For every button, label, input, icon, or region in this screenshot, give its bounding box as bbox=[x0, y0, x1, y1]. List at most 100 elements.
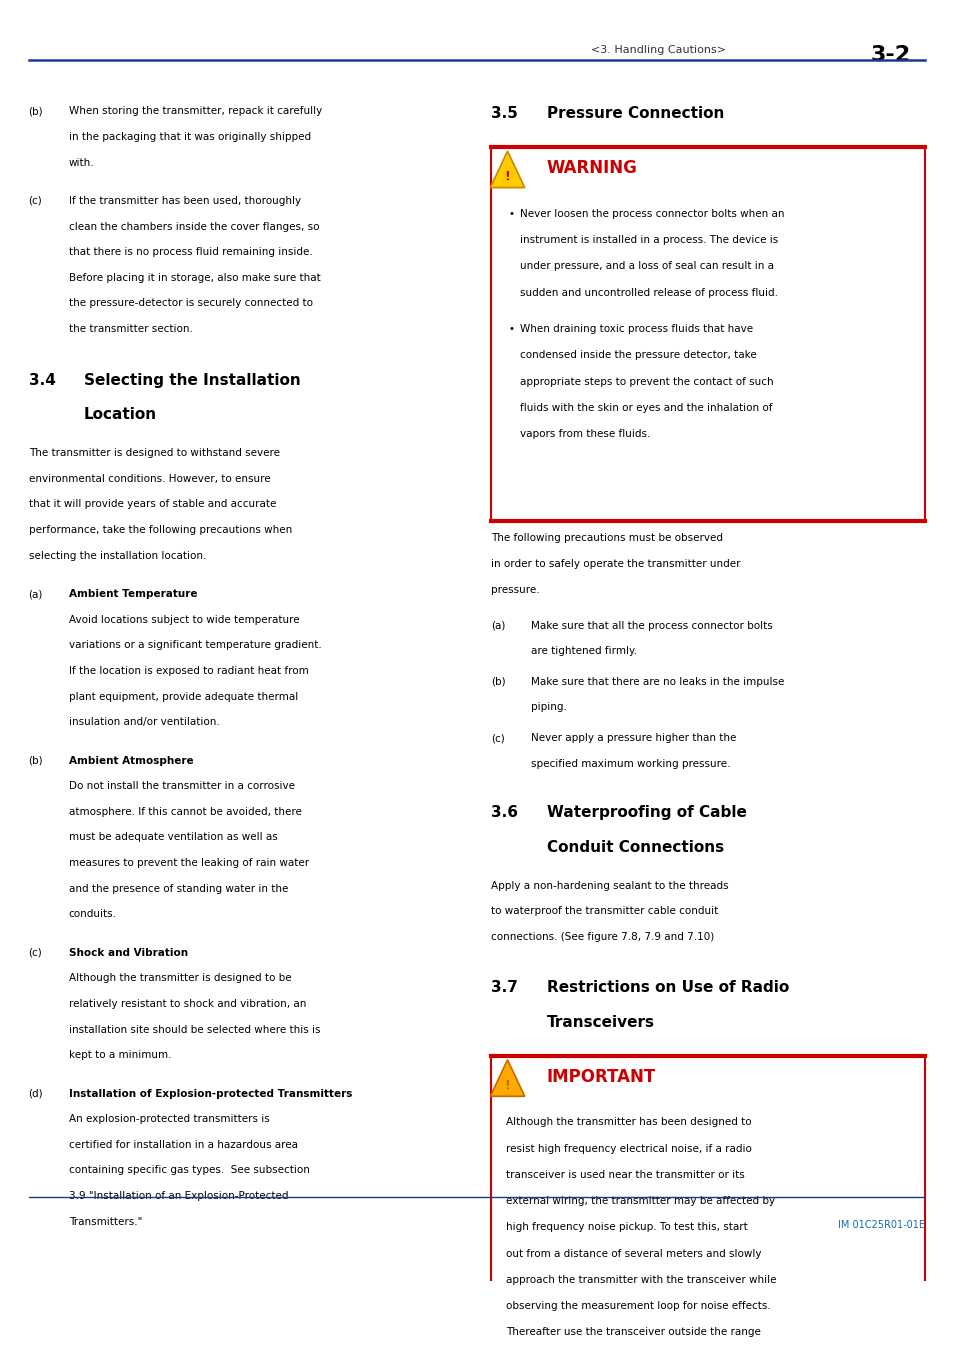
Text: external wiring, the transmitter may be affected by: external wiring, the transmitter may be … bbox=[505, 1196, 774, 1206]
Text: 3.4: 3.4 bbox=[29, 373, 55, 387]
Text: Pressure Connection: Pressure Connection bbox=[546, 107, 723, 122]
Text: Shock and Vibration: Shock and Vibration bbox=[69, 948, 188, 957]
Text: certified for installation in a hazardous area: certified for installation in a hazardou… bbox=[69, 1139, 297, 1150]
Polygon shape bbox=[490, 1060, 524, 1096]
Text: 3.7: 3.7 bbox=[491, 980, 517, 995]
Text: Waterproofing of Cable: Waterproofing of Cable bbox=[546, 805, 746, 819]
Text: pressure.: pressure. bbox=[491, 585, 539, 594]
Text: installation site should be selected where this is: installation site should be selected whe… bbox=[69, 1025, 320, 1034]
Text: piping.: piping. bbox=[531, 702, 567, 713]
Text: (a): (a) bbox=[29, 589, 43, 599]
Text: 3-2: 3-2 bbox=[870, 45, 910, 65]
Text: (b): (b) bbox=[491, 676, 505, 687]
Text: Although the transmitter has been designed to: Although the transmitter has been design… bbox=[505, 1118, 750, 1127]
Text: Restrictions on Use of Radio: Restrictions on Use of Radio bbox=[546, 980, 788, 995]
Text: variations or a significant temperature gradient.: variations or a significant temperature … bbox=[69, 640, 321, 651]
Text: Transceivers: Transceivers bbox=[546, 1015, 654, 1030]
Text: relatively resistant to shock and vibration, an: relatively resistant to shock and vibrat… bbox=[69, 999, 306, 1008]
Text: Although the transmitter is designed to be: Although the transmitter is designed to … bbox=[69, 973, 291, 983]
Text: Ambient Atmosphere: Ambient Atmosphere bbox=[69, 756, 193, 765]
Text: <3. Handling Cautions>: <3. Handling Cautions> bbox=[591, 45, 726, 55]
Text: (c): (c) bbox=[491, 733, 504, 744]
Text: in the packaging that it was originally shipped: in the packaging that it was originally … bbox=[69, 132, 311, 142]
Text: Transmitters.": Transmitters." bbox=[69, 1216, 142, 1227]
Text: under pressure, and a loss of seal can result in a: under pressure, and a loss of seal can r… bbox=[519, 262, 773, 271]
Text: (c): (c) bbox=[29, 948, 42, 957]
Text: that it will provide years of stable and accurate: that it will provide years of stable and… bbox=[29, 500, 275, 509]
Text: out from a distance of several meters and slowly: out from a distance of several meters an… bbox=[505, 1249, 760, 1258]
Text: are tightened firmly.: are tightened firmly. bbox=[531, 647, 637, 656]
Text: An explosion-protected transmitters is: An explosion-protected transmitters is bbox=[69, 1114, 269, 1125]
Text: approach the transmitter with the transceiver while: approach the transmitter with the transc… bbox=[505, 1274, 776, 1285]
Text: high frequency noise pickup. To test this, start: high frequency noise pickup. To test thi… bbox=[505, 1223, 746, 1233]
Text: fluids with the skin or eyes and the inhalation of: fluids with the skin or eyes and the inh… bbox=[519, 402, 772, 413]
Text: with.: with. bbox=[69, 158, 94, 167]
Text: transceiver is used near the transmitter or its: transceiver is used near the transmitter… bbox=[505, 1170, 743, 1180]
Text: conduits.: conduits. bbox=[69, 910, 116, 919]
Text: Installation of Explosion-protected Transmitters: Installation of Explosion-protected Tran… bbox=[69, 1088, 352, 1099]
Text: instrument is installed in a process. The device is: instrument is installed in a process. Th… bbox=[519, 235, 778, 244]
Text: observing the measurement loop for noise effects.: observing the measurement loop for noise… bbox=[505, 1301, 773, 1311]
Text: •: • bbox=[508, 324, 514, 333]
Text: 3.9 "Installation of an Explosion-Protected: 3.9 "Installation of an Explosion-Protec… bbox=[69, 1191, 288, 1202]
Text: must be adequate ventilation as well as: must be adequate ventilation as well as bbox=[69, 833, 277, 842]
Text: Ambient Temperature: Ambient Temperature bbox=[69, 589, 197, 599]
Text: (b): (b) bbox=[29, 756, 43, 765]
Text: performance, take the following precautions when: performance, take the following precauti… bbox=[29, 525, 292, 535]
Text: Conduit Connections: Conduit Connections bbox=[546, 840, 723, 855]
Text: Do not install the transmitter in a corrosive: Do not install the transmitter in a corr… bbox=[69, 782, 294, 791]
Text: Avoid locations subject to wide temperature: Avoid locations subject to wide temperat… bbox=[69, 614, 299, 625]
Text: !: ! bbox=[504, 170, 510, 184]
Text: The transmitter is designed to withstand severe: The transmitter is designed to withstand… bbox=[29, 448, 279, 458]
Text: Location: Location bbox=[84, 408, 157, 423]
Text: Make sure that all the process connector bolts: Make sure that all the process connector… bbox=[531, 621, 772, 630]
Polygon shape bbox=[490, 151, 524, 188]
Text: that there is no process fluid remaining inside.: that there is no process fluid remaining… bbox=[69, 247, 313, 258]
Text: selecting the installation location.: selecting the installation location. bbox=[29, 551, 206, 560]
Text: (a): (a) bbox=[491, 621, 505, 630]
Text: specified maximum working pressure.: specified maximum working pressure. bbox=[531, 759, 730, 769]
Text: condensed inside the pressure detector, take: condensed inside the pressure detector, … bbox=[519, 350, 756, 360]
Text: kept to a minimum.: kept to a minimum. bbox=[69, 1050, 171, 1060]
Text: (b): (b) bbox=[29, 107, 43, 116]
Text: Thereafter use the transceiver outside the range: Thereafter use the transceiver outside t… bbox=[505, 1327, 760, 1338]
Text: plant equipment, provide adequate thermal: plant equipment, provide adequate therma… bbox=[69, 691, 297, 702]
Text: connections. (See figure 7.8, 7.9 and 7.10): connections. (See figure 7.8, 7.9 and 7.… bbox=[491, 931, 714, 942]
Text: (c): (c) bbox=[29, 196, 42, 207]
Text: in order to safely operate the transmitter under: in order to safely operate the transmitt… bbox=[491, 559, 740, 570]
Text: atmosphere. If this cannot be avoided, there: atmosphere. If this cannot be avoided, t… bbox=[69, 807, 301, 817]
Text: vapors from these fluids.: vapors from these fluids. bbox=[519, 429, 650, 439]
Text: the transmitter section.: the transmitter section. bbox=[69, 324, 193, 333]
Text: When storing the transmitter, repack it carefully: When storing the transmitter, repack it … bbox=[69, 107, 321, 116]
Text: clean the chambers inside the cover flanges, so: clean the chambers inside the cover flan… bbox=[69, 221, 319, 232]
Text: resist high frequency electrical noise, if a radio: resist high frequency electrical noise, … bbox=[505, 1143, 751, 1154]
Text: to waterproof the transmitter cable conduit: to waterproof the transmitter cable cond… bbox=[491, 906, 718, 917]
Text: the pressure-detector is securely connected to: the pressure-detector is securely connec… bbox=[69, 298, 313, 308]
Text: The following precautions must be observed: The following precautions must be observ… bbox=[491, 533, 722, 544]
Text: Selecting the Installation: Selecting the Installation bbox=[84, 373, 300, 387]
Text: Make sure that there are no leaks in the impulse: Make sure that there are no leaks in the… bbox=[531, 676, 784, 687]
FancyBboxPatch shape bbox=[491, 147, 924, 521]
Text: measures to prevent the leaking of rain water: measures to prevent the leaking of rain … bbox=[69, 859, 309, 868]
Text: appropriate steps to prevent the contact of such: appropriate steps to prevent the contact… bbox=[519, 377, 773, 386]
Text: environmental conditions. However, to ensure: environmental conditions. However, to en… bbox=[29, 474, 270, 483]
FancyBboxPatch shape bbox=[491, 1056, 924, 1350]
Text: !: ! bbox=[504, 1079, 510, 1092]
Text: IMPORTANT: IMPORTANT bbox=[546, 1068, 656, 1085]
Text: Never loosen the process connector bolts when an: Never loosen the process connector bolts… bbox=[519, 209, 783, 219]
Text: (d): (d) bbox=[29, 1088, 43, 1099]
Text: Apply a non-hardening sealant to the threads: Apply a non-hardening sealant to the thr… bbox=[491, 880, 728, 891]
Text: containing specific gas types.  See subsection: containing specific gas types. See subse… bbox=[69, 1165, 309, 1176]
Text: Before placing it in storage, also make sure that: Before placing it in storage, also make … bbox=[69, 273, 320, 282]
Text: and the presence of standing water in the: and the presence of standing water in th… bbox=[69, 884, 288, 894]
Text: 3.5: 3.5 bbox=[491, 107, 517, 122]
Text: If the transmitter has been used, thoroughly: If the transmitter has been used, thorou… bbox=[69, 196, 300, 207]
Text: IM 01C25R01-01E: IM 01C25R01-01E bbox=[838, 1219, 924, 1230]
Text: Never apply a pressure higher than the: Never apply a pressure higher than the bbox=[531, 733, 736, 744]
Text: insulation and/or ventilation.: insulation and/or ventilation. bbox=[69, 717, 219, 728]
Text: sudden and uncontrolled release of process fluid.: sudden and uncontrolled release of proce… bbox=[519, 288, 777, 297]
Text: If the location is exposed to radiant heat from: If the location is exposed to radiant he… bbox=[69, 666, 308, 676]
Text: When draining toxic process fluids that have: When draining toxic process fluids that … bbox=[519, 324, 752, 333]
Text: WARNING: WARNING bbox=[546, 159, 637, 177]
Text: •: • bbox=[508, 209, 514, 219]
